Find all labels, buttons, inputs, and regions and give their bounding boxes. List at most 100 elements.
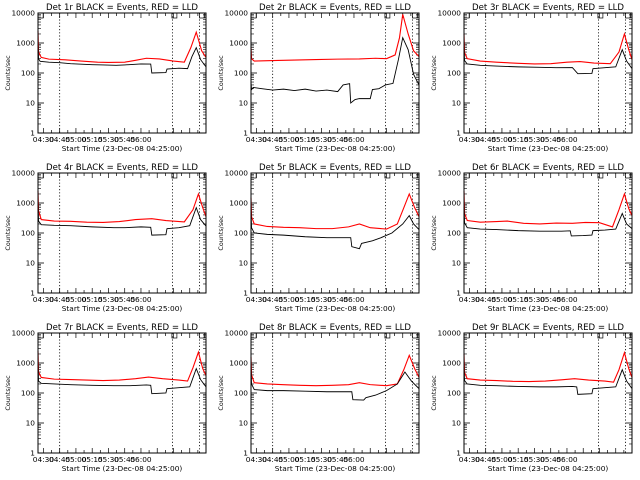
y-tick-label: 10000: [224, 9, 248, 18]
panel-title: Det 8r BLACK = Events, RED = LLD: [259, 323, 411, 333]
x-tick-label: 04:30: [459, 135, 481, 144]
plot-frame: [250, 332, 420, 454]
x-tick-label: 05:45: [540, 455, 562, 464]
y-tick-label: 10000: [11, 169, 35, 178]
x-tick-label: 04:45: [262, 455, 284, 464]
x-tick-label: 04:45: [475, 135, 497, 144]
x-axis-label: Start Time (23-Dec-08 04:25:00): [275, 464, 396, 473]
y-tick-label: 1: [456, 289, 461, 298]
y-tick-label: 100: [234, 69, 248, 78]
interval-marker: [199, 172, 205, 179]
y-tick-label: 100: [234, 389, 248, 398]
panel-title: Det 1r BLACK = Events, RED = LLD: [46, 3, 198, 13]
x-tick-label: 04:30: [33, 455, 55, 464]
x-tick-label: 05:00: [491, 295, 513, 304]
x-tick-label: 05:15: [295, 295, 317, 304]
y-axis-label: Counts/sec: [430, 55, 438, 91]
events-rate-series: [37, 200, 207, 236]
x-tick-label: 04:45: [49, 135, 71, 144]
interval-marker: [463, 172, 470, 179]
x-tick-label: 05:45: [327, 455, 349, 464]
x-tick-label: 05:45: [114, 135, 136, 144]
events-rate-series: [463, 44, 633, 75]
x-tick-label: 04:45: [475, 455, 497, 464]
y-tick-label: 10: [239, 259, 249, 268]
y-tick-label: 1000: [16, 199, 35, 208]
x-tick-label: 05:45: [540, 295, 562, 304]
panel-title: Det 7r BLACK = Events, RED = LLD: [46, 323, 198, 333]
x-tick-label: 04:30: [33, 135, 55, 144]
y-tick-label: 10000: [11, 9, 35, 18]
x-tick-label: 06:00: [343, 295, 365, 304]
plot-frame: [463, 172, 633, 294]
panel-title: Det 3r BLACK = Events, RED = LLD: [472, 3, 624, 13]
y-tick-label: 1000: [229, 39, 248, 48]
y-tick-label: 10000: [437, 169, 461, 178]
plot-frame: [37, 12, 207, 134]
interval-marker: [625, 12, 631, 19]
interval-marker: [412, 12, 418, 19]
panel-title: Det 2r BLACK = Events, RED = LLD: [259, 3, 411, 13]
y-tick-label: 10: [452, 419, 462, 428]
x-tick-label: 04:30: [246, 455, 268, 464]
x-tick-label: 04:45: [49, 455, 71, 464]
y-tick-label: 1000: [442, 359, 461, 368]
x-tick-label: 05:45: [114, 295, 136, 304]
y-tick-label: 10: [452, 259, 462, 268]
x-axis-label: Start Time (23-Dec-08 04:25:00): [488, 304, 609, 313]
x-tick-label: 05:15: [82, 135, 104, 144]
lld-rate-series: [463, 350, 633, 383]
lld-rate-series: [37, 191, 207, 223]
x-tick-label: 05:45: [327, 295, 349, 304]
y-tick-label: 100: [21, 389, 35, 398]
interval-marker: [463, 12, 470, 19]
panel-title: Det 6r BLACK = Events, RED = LLD: [472, 163, 624, 173]
x-tick-label: 05:45: [327, 135, 349, 144]
y-tick-label: 1: [456, 129, 461, 138]
lld-rate-series: [37, 350, 207, 382]
y-tick-label: 1000: [229, 359, 248, 368]
y-tick-label: 10000: [437, 9, 461, 18]
x-tick-label: 05:45: [540, 135, 562, 144]
y-axis-label: Counts/sec: [217, 215, 225, 251]
panel-title: Det 4r BLACK = Events, RED = LLD: [46, 163, 198, 173]
x-axis-label: Start Time (23-Dec-08 04:25:00): [62, 304, 183, 313]
x-tick-label: 04:45: [262, 135, 284, 144]
x-tick-label: 04:45: [49, 295, 71, 304]
x-axis-label: Start Time (23-Dec-08 04:25:00): [275, 144, 396, 153]
plot-frame: [250, 12, 420, 134]
x-tick-label: 05:30: [98, 455, 120, 464]
lld-rate-series: [250, 353, 420, 387]
y-tick-label: 100: [447, 389, 461, 398]
x-axis-label: Start Time (23-Dec-08 04:25:00): [62, 464, 183, 473]
y-axis-label: Counts/sec: [430, 375, 438, 411]
interval-marker: [37, 12, 44, 19]
interval-marker: [412, 172, 418, 179]
y-tick-label: 10: [26, 259, 36, 268]
interval-marker: [625, 172, 631, 179]
x-tick-label: 04:45: [475, 295, 497, 304]
x-tick-label: 05:00: [278, 135, 300, 144]
y-tick-label: 1000: [442, 199, 461, 208]
x-tick-label: 05:00: [278, 295, 300, 304]
y-tick-label: 10: [452, 99, 462, 108]
x-tick-label: 05:30: [98, 135, 120, 144]
interval-marker: [412, 332, 418, 339]
x-tick-label: 04:30: [459, 295, 481, 304]
x-tick-label: 06:00: [343, 455, 365, 464]
y-tick-label: 1000: [442, 39, 461, 48]
x-tick-label: 05:00: [491, 135, 513, 144]
x-tick-label: 04:30: [246, 135, 268, 144]
x-tick-label: 06:00: [343, 135, 365, 144]
x-tick-label: 05:30: [311, 455, 333, 464]
x-tick-label: 04:30: [246, 295, 268, 304]
x-tick-label: 05:15: [508, 135, 530, 144]
x-tick-label: 04:45: [262, 295, 284, 304]
lld-rate-series: [37, 30, 207, 63]
lld-rate-series: [250, 192, 420, 230]
events-rate-series: [37, 362, 207, 395]
x-tick-label: 05:15: [295, 455, 317, 464]
y-tick-label: 10000: [224, 329, 248, 338]
interval-marker: [625, 332, 631, 339]
